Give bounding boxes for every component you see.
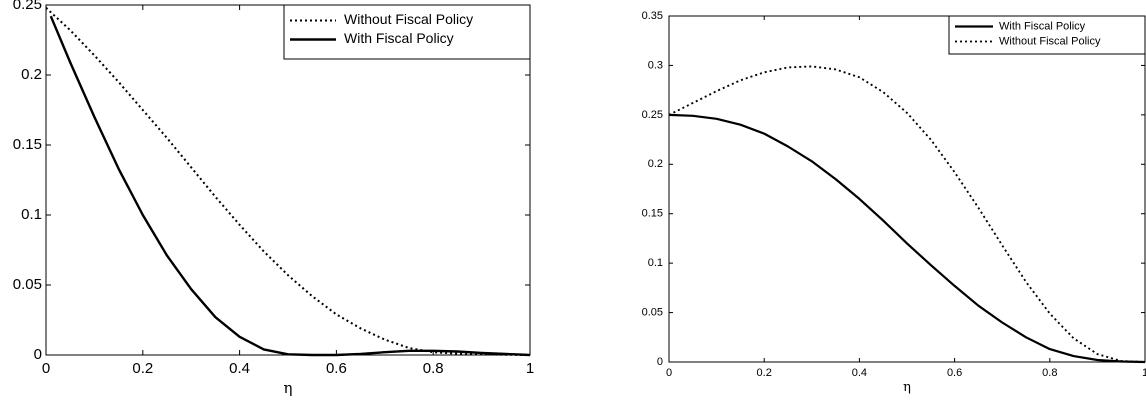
y-tick-label: 0.25 <box>642 109 663 121</box>
y-tick-label: 0.15 <box>642 208 663 220</box>
y-tick-label: 0.1 <box>21 206 42 223</box>
legend-label: With Fiscal Policy <box>344 30 454 46</box>
plot-frame <box>668 15 1146 363</box>
legend-label: Without Fiscal Policy <box>999 35 1101 47</box>
legend-label: With Fiscal Policy <box>999 20 1086 32</box>
chart-left: 0 0.2 0.4 0.6 0.8 1 0 0.05 0.1 0.15 0.2 0.25 η Withou… <box>13 0 534 397</box>
y-tick-label: 0.1 <box>648 257 663 269</box>
legend: With Fiscal Policy Without Fiscal Policy <box>948 15 1146 55</box>
y-tick-label: 0.05 <box>13 276 42 293</box>
y-tick-label: 0.2 <box>648 158 663 170</box>
x-tick-label: 0.6 <box>326 360 347 377</box>
y-tick-label: 0.05 <box>642 306 663 318</box>
legend-box <box>948 15 1146 55</box>
x-axis-label: η <box>284 379 293 397</box>
y-tick-label: 0.2 <box>21 66 42 83</box>
y-tick-label: 0 <box>657 356 663 368</box>
x-tick-label: 0.8 <box>1042 367 1057 379</box>
x-tick-label: 0.6 <box>947 367 962 379</box>
series-line-with-fiscal-policy <box>668 113 1146 364</box>
x-tick-label: 1 <box>526 360 534 377</box>
y-tick-label: 0 <box>34 346 42 363</box>
y-tick-label: 0.35 <box>642 10 663 22</box>
legend: Without Fiscal Policy With Fiscal Policy <box>283 4 531 60</box>
x-tick-label: 0 <box>666 367 672 379</box>
x-tick-label: 0.4 <box>229 360 250 377</box>
x-tick-label: 0.8 <box>423 360 444 377</box>
series-line-without-fiscal-policy <box>668 65 1146 363</box>
x-tick-label: 0.2 <box>132 360 153 377</box>
series-line-without-fiscal-policy <box>45 7 531 357</box>
x-tick-label: 0 <box>42 360 50 377</box>
legend-box <box>283 4 531 60</box>
y-tick-label: 0.15 <box>13 136 42 153</box>
x-axis-label: η <box>903 380 911 395</box>
x-tick-label: 0.2 <box>757 367 772 379</box>
y-tick-label: 0.3 <box>648 59 663 71</box>
x-tick-label: 0.4 <box>852 367 867 379</box>
x-tick-label: 1 <box>1142 367 1146 379</box>
y-tick-label: 0.25 <box>13 0 42 13</box>
series-line-with-fiscal-policy <box>49 15 531 357</box>
chart-right: 0 0.2 0.4 0.6 0.8 1 0 0.05 0.1 0.15 0.2 0.25 0.3 0.35… <box>642 10 1146 395</box>
legend-label: Without Fiscal Policy <box>344 11 473 27</box>
